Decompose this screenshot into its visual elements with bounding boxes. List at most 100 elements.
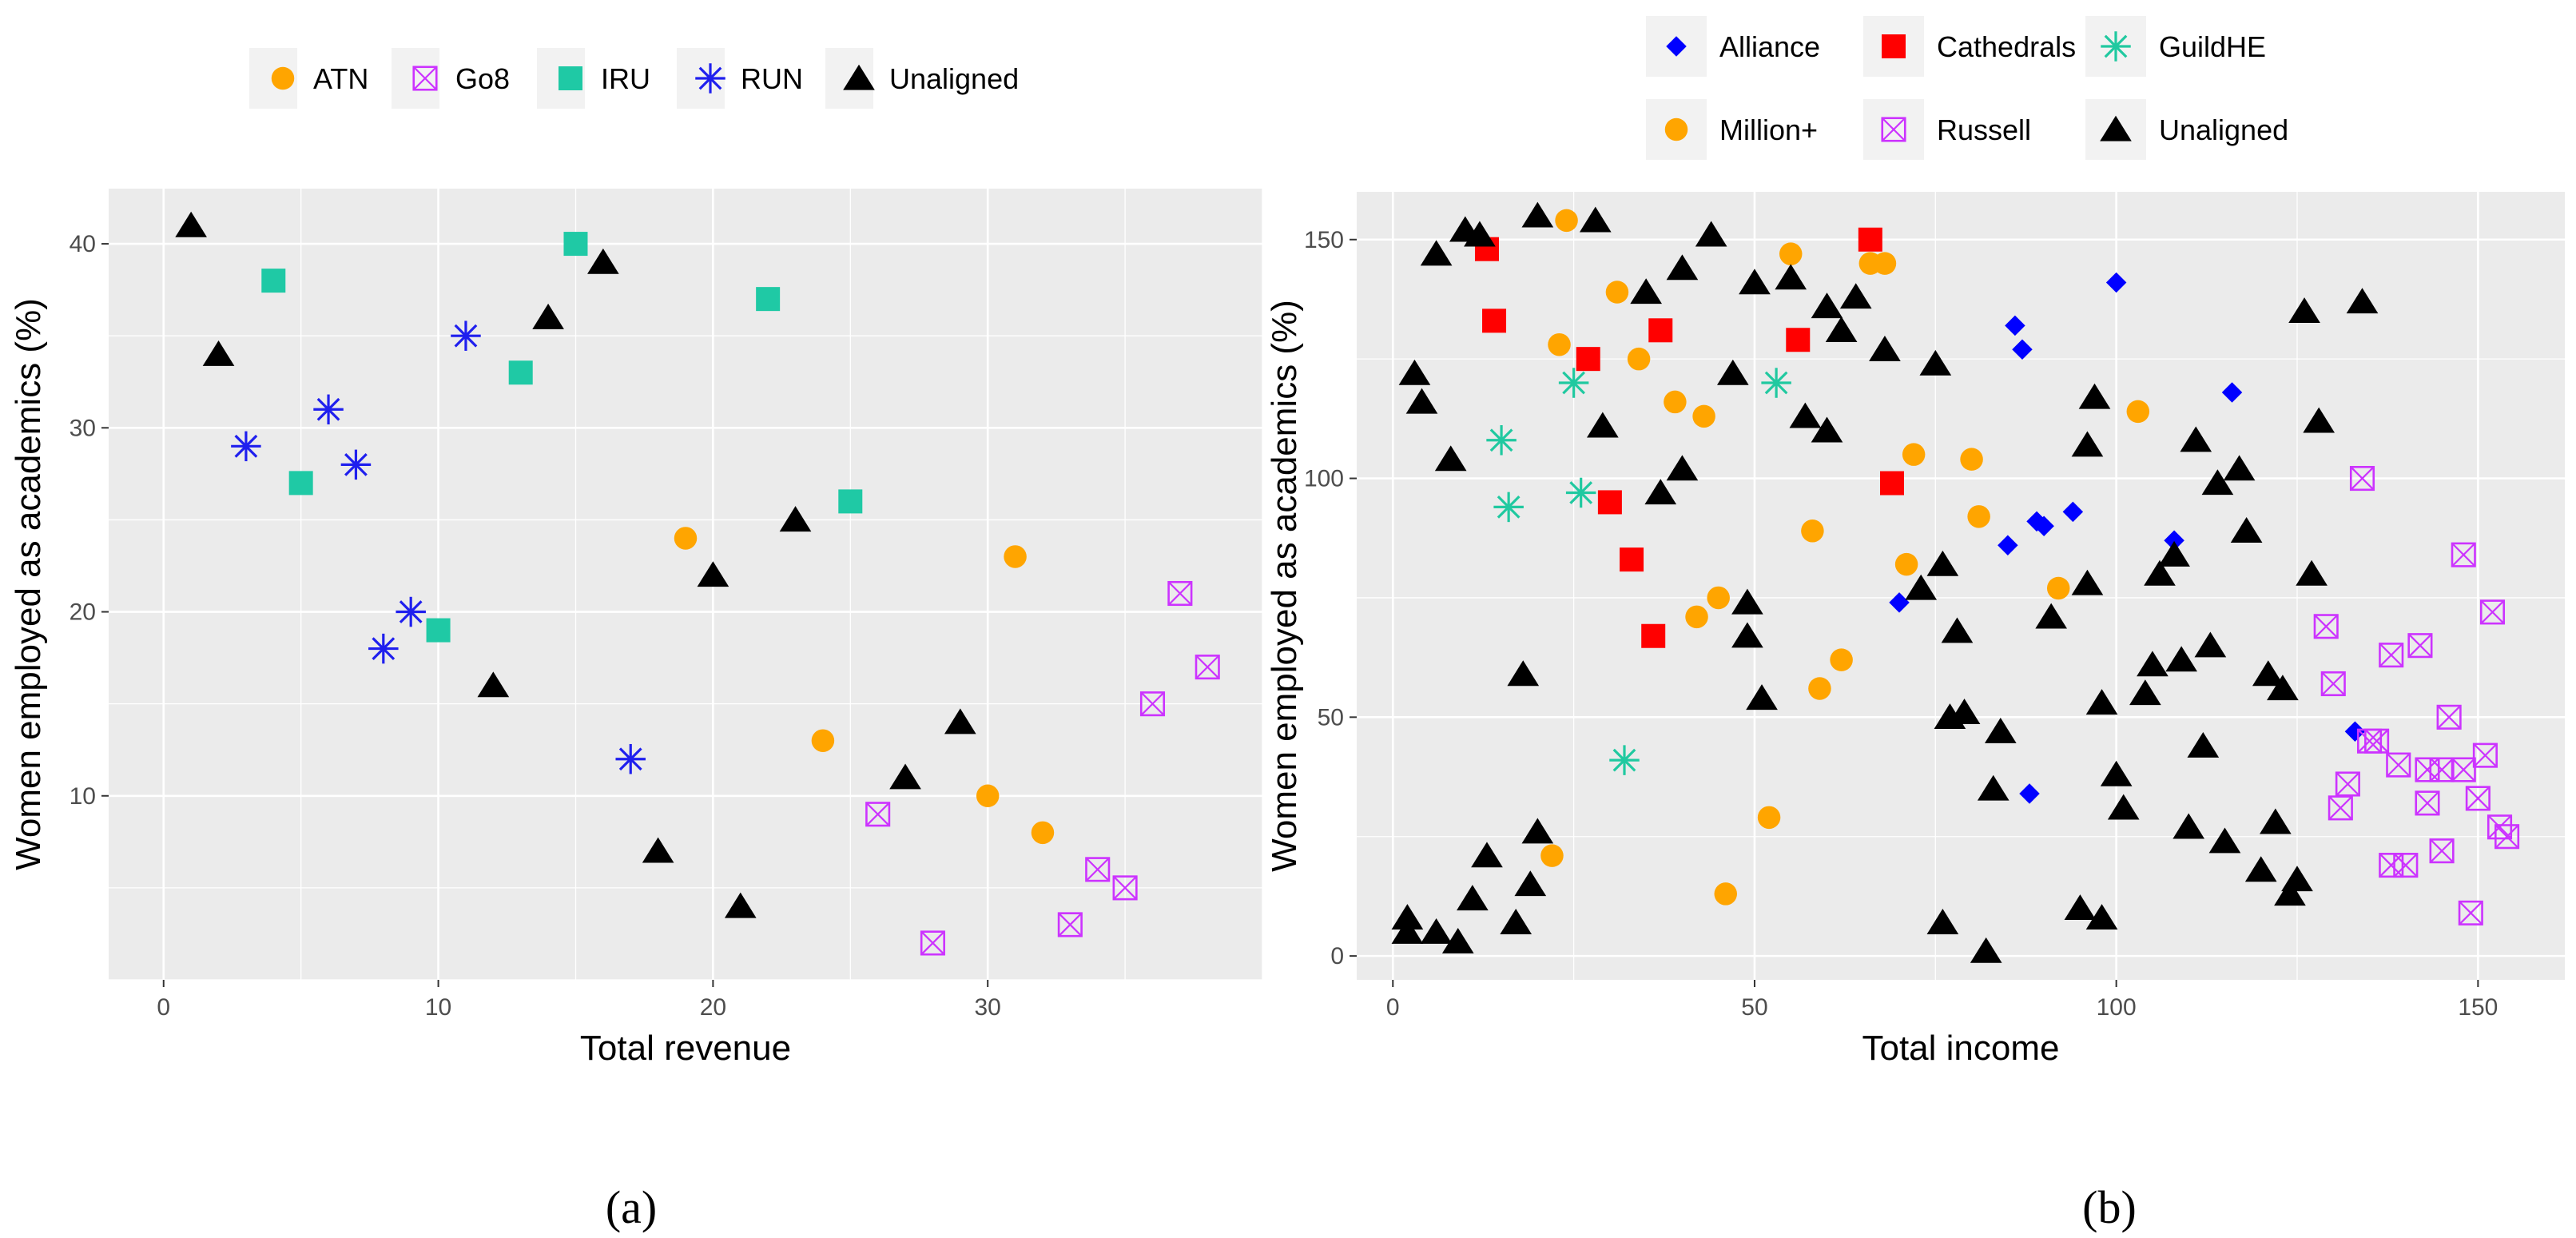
legend-label: Go8 [455,62,510,95]
data-point-unaligned [1919,349,1952,376]
legend-label: Alliance [1719,30,1820,63]
data-point-unaligned [2274,880,2306,906]
data-point-go8 [920,930,945,956]
panel-b: 0 50 100 150 0 50 100 150 Total income Women empl… [1265,16,2565,1233]
data-point-unaligned [1811,293,1843,319]
data-point-russell [2364,728,2390,754]
data-point-unaligned [1984,718,2017,743]
data-point-unaligned [2107,794,2140,820]
data-point-unaligned [2267,675,2299,701]
data-point-cathedrals [1879,471,1904,496]
x-tick-label: 100 [2097,994,2137,1021]
legend-marker-cathedrals [1882,34,1906,58]
data-point-unaligned [1948,699,1981,725]
data-point-unaligned [587,248,619,274]
data-point-unaligned [1391,904,1424,929]
data-point-run [451,320,481,351]
data-point-russell [2393,853,2419,878]
data-point-million [1707,586,1730,610]
data-point-russell [2495,824,2520,850]
y-tick-label: 0 [1330,943,1344,969]
data-point-alliance [2012,339,2033,360]
data-point-unaligned [2158,540,2190,567]
data-point-million [1779,242,1803,265]
data-point-cathedrals [1858,227,1882,252]
data-point-unaligned [1464,221,1496,247]
data-point-unaligned [2180,426,2212,452]
data-point-million [1902,443,1926,466]
data-point-unaligned [889,763,921,790]
legend-label: Cathedrals [1937,30,2076,63]
data-point-unaligned [1731,588,1763,615]
x-axis-title: Total income [1862,1029,2059,1068]
x-tick-label: 0 [157,994,170,1021]
series-unaligned [1391,201,2379,963]
data-points [1391,201,2520,963]
data-point-alliance [2164,530,2184,551]
legend-marker-go8 [412,66,438,91]
legend-item-unaligned: Unaligned [825,48,1019,109]
data-point-cathedrals [1576,347,1600,372]
data-point-unaligned [2078,383,2111,409]
legend-label: GuildHE [2159,30,2266,63]
legend-label: Million+ [1719,113,1818,146]
data-point-unaligned [2100,760,2133,786]
data-point-unaligned [1457,885,1489,911]
data-point-russell [2349,465,2375,492]
y-axis-title: Women employed as academics (%) [1265,300,1304,872]
data-point-unaligned [1905,574,1938,600]
data-point-million [1555,209,1578,233]
data-points [175,211,1220,956]
series-unaligned [175,211,976,918]
data-point-million [1540,844,1564,867]
x-tick-label: 10 [425,994,451,1021]
data-point-unaligned [1789,402,1822,428]
series-guildhe [1486,368,1791,775]
data-point-unaligned [1521,818,1554,844]
data-point-russell [2429,757,2455,782]
data-point-run [368,633,399,664]
data-point-million [1605,281,1629,304]
data-point-guildhe [1565,477,1596,508]
data-point-russell [2328,795,2353,821]
data-point-guildhe [1558,368,1589,398]
data-point-guildhe [1609,745,1640,775]
data-point-go8 [1139,691,1166,717]
data-point-go8 [1112,875,1138,901]
legend-label: Unaligned [889,62,1019,95]
data-point-unaligned [202,340,235,366]
legend-marker-unaligned [843,64,875,90]
data-point-unaligned [642,837,674,863]
data-point-atn [811,729,835,752]
data-point-unaligned [1630,278,1662,305]
series-alliance [1889,272,2366,804]
x-tick-label: 20 [700,994,726,1021]
data-point-alliance [2221,382,2243,403]
data-point-iru [508,360,533,385]
data-point-unaligned [1644,479,1677,505]
legend-label: Russell [1937,113,2031,146]
x-tick-label: 150 [2458,994,2498,1021]
y-tick-label: 30 [70,415,96,441]
series-iru [261,232,863,643]
data-point-million [1692,404,1715,428]
data-point-unaligned [2281,866,2313,892]
y-axis-title: Women employed as academics (%) [9,298,48,870]
y-tick-label: 10 [70,783,96,810]
data-point-unaligned [1926,909,1959,934]
data-point-unaligned [1941,617,1974,643]
data-point-unaligned [1926,550,1959,576]
data-point-guildhe [1761,368,1791,398]
data-point-iru [261,269,286,293]
data-point-unaligned [2187,731,2220,758]
data-point-unaligned [2165,646,2197,672]
data-point-cathedrals [1641,623,1666,648]
data-point-unaligned [1391,918,1424,944]
legend-marker-unaligned [2100,115,2132,141]
legend-item-iru: IRU [537,48,650,109]
data-point-cathedrals [1648,318,1673,343]
legend-item-guildhe: GuildHE [2085,16,2266,77]
data-point-go8 [1085,857,1111,882]
data-point-million [1873,252,1897,275]
legend-marker-atn [271,66,295,90]
